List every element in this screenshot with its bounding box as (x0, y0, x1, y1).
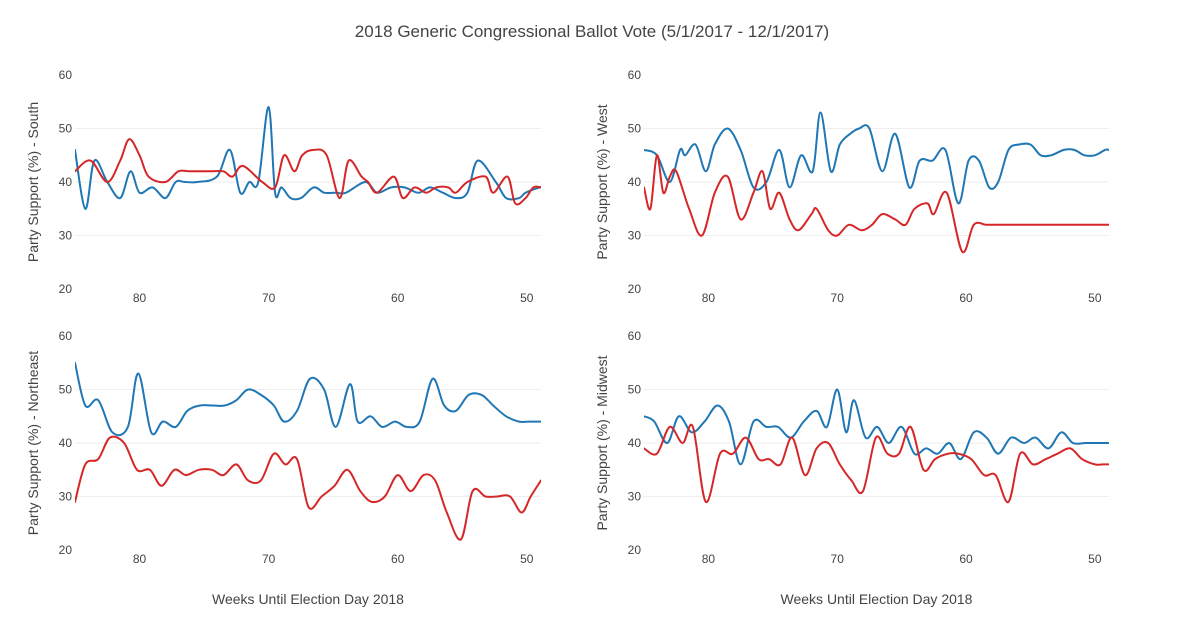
panel-midwest: 20 30 40 50 60 80 70 60 50 Party Support (%) - Mi… (594, 329, 1109, 607)
y-tick-label: 30 (59, 229, 73, 243)
y-tick-label: 40 (59, 175, 73, 189)
y-tick-label: 20 (628, 282, 642, 296)
panel-west: 20 30 40 50 60 80 70 60 50 Party Support (%) - We… (594, 68, 1109, 305)
x-tick-label: 60 (959, 291, 973, 305)
x-tick-label: 80 (133, 552, 147, 566)
y-tick-label: 30 (628, 229, 642, 243)
y-axis-title-midwest: Party Support (%) - Midwest (594, 355, 610, 530)
y-axis-title-west: Party Support (%) - West (594, 104, 610, 259)
panel-south: 20 30 40 50 60 80 70 60 50 Party Support (%) - So… (25, 68, 541, 305)
x-tick-label: 50 (1088, 552, 1102, 566)
x-tick-label: 60 (959, 552, 973, 566)
series-line-south-blue (75, 106, 541, 210)
panel-northeast: 20 30 40 50 60 80 70 60 50 Party Support (%) - No… (25, 329, 541, 607)
y-tick-label: 40 (628, 436, 642, 450)
y-tick-label: 60 (59, 68, 73, 82)
series-line-northeast-blue (75, 361, 541, 437)
y-tick-label: 30 (59, 490, 73, 504)
chart-title: 2018 Generic Congressional Ballot Vote (… (354, 22, 830, 41)
y-tick-label: 30 (628, 490, 642, 504)
x-axis-title-northeast: Weeks Until Election Day 2018 (212, 591, 404, 607)
y-tick-label: 20 (59, 282, 73, 296)
y-tick-label: 60 (628, 329, 642, 343)
x-tick-label: 70 (262, 552, 276, 566)
series-line-midwest-blue (644, 388, 1109, 466)
y-tick-label: 50 (628, 383, 642, 397)
y-axis-title-northeast: Party Support (%) - Northeast (25, 351, 41, 536)
y-tick-label: 50 (628, 122, 642, 136)
x-tick-label: 70 (831, 291, 845, 305)
x-tick-label: 50 (520, 552, 534, 566)
y-tick-label: 40 (59, 436, 73, 450)
series-line-west-red (644, 154, 1109, 254)
y-tick-label: 60 (628, 68, 642, 82)
y-tick-label: 40 (628, 175, 642, 189)
x-tick-label: 50 (1088, 291, 1102, 305)
x-tick-label: 80 (702, 291, 716, 305)
x-tick-label: 70 (262, 291, 276, 305)
y-tick-label: 20 (628, 543, 642, 557)
series-line-midwest-red (644, 423, 1109, 503)
y-tick-label: 20 (59, 543, 73, 557)
x-axis-title-midwest: Weeks Until Election Day 2018 (781, 591, 973, 607)
x-tick-label: 80 (702, 552, 716, 566)
series-line-west-blue (644, 111, 1109, 205)
x-tick-label: 60 (391, 552, 405, 566)
y-tick-label: 50 (59, 122, 73, 136)
y-axis-title-south: Party Support (%) - South (25, 102, 41, 262)
y-tick-label: 50 (59, 383, 73, 397)
y-tick-label: 60 (59, 329, 73, 343)
series-line-northeast-red (75, 435, 541, 541)
series-line-south-red (75, 138, 541, 206)
x-tick-label: 60 (391, 291, 405, 305)
x-tick-label: 80 (133, 291, 147, 305)
x-tick-label: 70 (831, 552, 845, 566)
x-tick-label: 50 (520, 291, 534, 305)
